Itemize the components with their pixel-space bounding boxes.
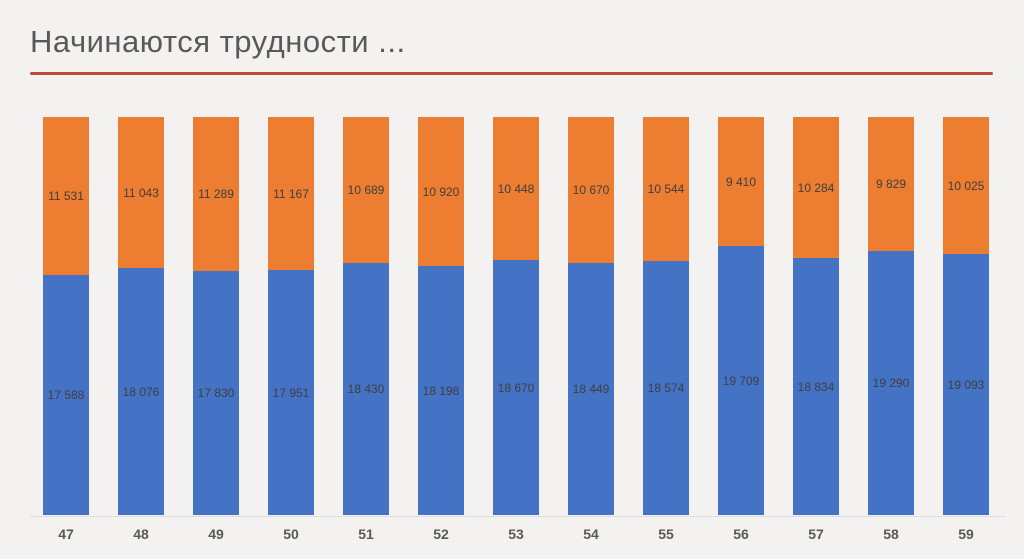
x-axis-tick-label: 55: [658, 526, 674, 542]
bar-column: 11 531 17 588: [43, 117, 89, 515]
stacked-bar-plot-area: 11 531 17 588 11 043 18 076 11 289 17 830 11 1…: [43, 117, 989, 515]
blue-bottom-segment: 19 709: [718, 246, 764, 515]
value-label: 19 290: [872, 376, 910, 390]
orange-top-segment: 9 829: [868, 117, 914, 251]
bar-column: 10 448 18 670: [493, 117, 539, 515]
blue-bottom-segment: 17 588: [43, 275, 89, 515]
x-axis-tick-label: 54: [583, 526, 599, 542]
bar-column: 10 689 18 430: [343, 117, 389, 515]
value-label: 17 951: [272, 385, 310, 400]
title-accent-line: [30, 72, 993, 75]
x-axis-tick-label: 51: [358, 526, 374, 542]
x-axis-tick-label: 48: [133, 526, 149, 542]
value-label: 19 709: [722, 373, 760, 388]
value-label: 11 289: [198, 187, 234, 201]
orange-top-segment: 9 410: [718, 117, 764, 246]
bar-column: 10 670 18 449: [568, 117, 614, 515]
bar-column: 11 043 18 076: [118, 117, 164, 515]
x-axis-tick-label: 52: [433, 526, 449, 542]
orange-top-segment: 11 531: [43, 117, 89, 275]
orange-top-segment: 11 167: [268, 117, 314, 270]
value-label: 10 670: [572, 183, 610, 197]
x-axis-tick-label: 57: [808, 526, 824, 542]
orange-top-segment: 10 689: [343, 117, 389, 263]
bar-column: 10 544 18 574: [643, 117, 689, 515]
x-axis-tick-label: 56: [733, 526, 749, 542]
blue-bottom-segment: 18 449: [568, 263, 614, 515]
orange-top-segment: 10 448: [493, 117, 539, 260]
orange-top-segment: 11 289: [193, 117, 239, 271]
value-label: 9 829: [875, 177, 907, 191]
x-axis-tick-label: 59: [958, 526, 974, 542]
value-label: 11 531: [48, 189, 84, 203]
x-axis-labels: 47 48 49 50 51 52 53 54 55 56 57 58 59: [43, 526, 989, 542]
bar-column: 10 025 19 093: [943, 117, 989, 515]
value-label: 18 076: [122, 384, 160, 399]
x-axis-tick-label: 49: [208, 526, 224, 542]
bar-column: 9 410 19 709: [718, 117, 764, 515]
value-label: 10 689: [347, 183, 385, 197]
blue-bottom-segment: 18 430: [343, 263, 389, 515]
x-axis-tick-label: 47: [58, 526, 74, 542]
bar-column: 10 284 18 834: [793, 117, 839, 515]
value-label: 17 588: [47, 388, 85, 402]
blue-bottom-segment: 18 198: [418, 266, 464, 515]
value-label: 11 167: [273, 186, 309, 201]
x-axis-tick-label: 58: [883, 526, 899, 542]
orange-top-segment: 11 043: [118, 117, 164, 268]
slide-title: Начинаются трудности ...: [30, 24, 406, 59]
orange-top-segment: 10 544: [643, 117, 689, 261]
blue-bottom-segment: 19 093: [943, 254, 989, 515]
bar-column: 10 920 18 198: [418, 117, 464, 515]
value-label: 18 449: [572, 382, 610, 396]
value-label: 19 093: [947, 377, 985, 392]
blue-bottom-segment: 19 290: [868, 251, 914, 515]
value-label: 10 284: [797, 180, 835, 195]
bar-column: 11 167 17 951: [268, 117, 314, 515]
bar-column: 9 829 19 290: [868, 117, 914, 515]
value-label: 10 920: [422, 184, 460, 199]
value-label: 17 830: [197, 386, 235, 400]
bar-column: 11 289 17 830: [193, 117, 239, 515]
blue-bottom-segment: 17 951: [268, 270, 314, 515]
value-label: 18 574: [647, 381, 685, 395]
value-label: 18 670: [497, 380, 535, 395]
blue-bottom-segment: 17 830: [193, 271, 239, 515]
x-axis-tick-label: 50: [283, 526, 299, 542]
value-label: 10 544: [647, 182, 685, 196]
blue-bottom-segment: 18 574: [643, 261, 689, 515]
blue-bottom-segment: 18 834: [793, 258, 839, 515]
value-label: 18 430: [347, 382, 385, 396]
value-label: 9 410: [725, 174, 757, 189]
orange-top-segment: 10 920: [418, 117, 464, 266]
x-axis-line: [30, 516, 1005, 517]
x-axis-tick-label: 53: [508, 526, 524, 542]
blue-bottom-segment: 18 076: [118, 268, 164, 515]
blue-bottom-segment: 18 670: [493, 260, 539, 515]
value-label: 18 834: [797, 379, 835, 394]
orange-top-segment: 10 284: [793, 117, 839, 258]
value-label: 10 448: [497, 181, 535, 196]
orange-top-segment: 10 670: [568, 117, 614, 263]
orange-top-segment: 10 025: [943, 117, 989, 254]
value-label: 10 025: [947, 178, 985, 193]
value-label: 18 198: [422, 383, 460, 398]
value-label: 11 043: [123, 185, 159, 200]
